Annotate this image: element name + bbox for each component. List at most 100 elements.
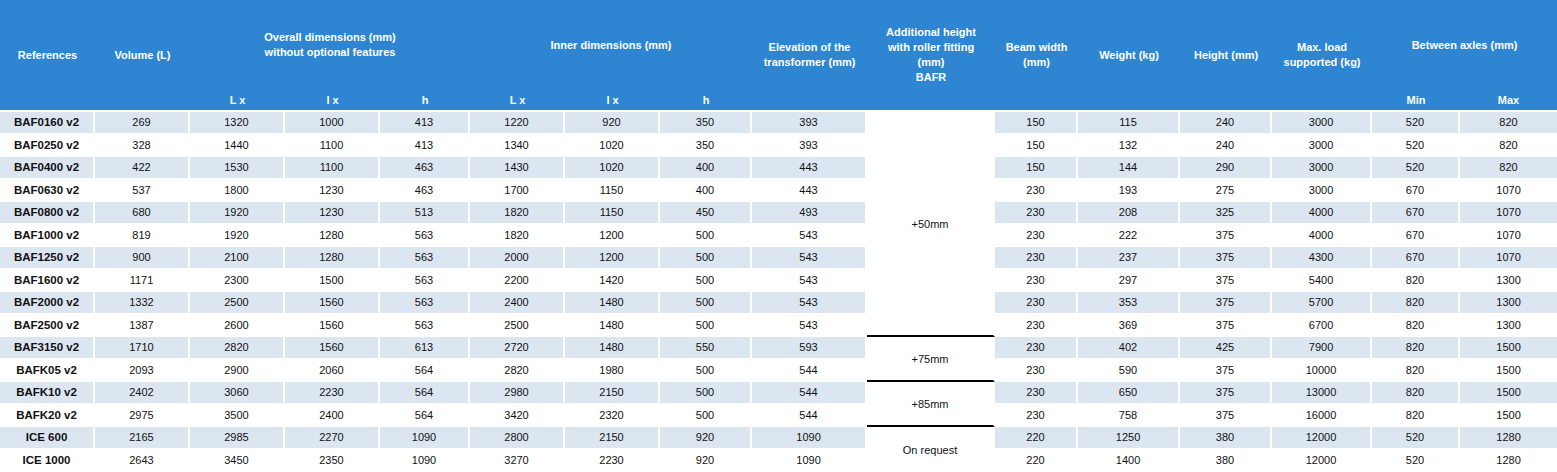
reference-cell: ICE 1000	[0, 450, 95, 472]
value-cell-beam-width: 230	[995, 360, 1078, 383]
value-cell-overall-l: 1500	[285, 270, 380, 293]
value-cell-inner-l: 2150	[565, 427, 660, 450]
value-cell-overall-L: 2500	[190, 292, 285, 315]
value-cell-overall-h: 563	[380, 247, 470, 270]
value-cell-inner-h: 500	[660, 270, 752, 293]
overall-dimensions-line2: without optional features	[192, 45, 468, 60]
value-cell-volume: 819	[95, 225, 190, 248]
value-cell-max-load: 16000	[1272, 405, 1372, 428]
value-cell-inner-L: 2800	[470, 427, 565, 450]
table-row: ICE 100026433450235010903270223092010902…	[0, 450, 1557, 472]
beam-width-line1: Beam width	[997, 40, 1076, 55]
value-cell-inner-h: 920	[660, 450, 752, 472]
sub-header-overall-l: l x	[285, 90, 380, 112]
value-cell-axle-min: 820	[1372, 315, 1460, 338]
value-cell-elevation: 543	[752, 315, 867, 338]
value-cell-inner-L: 3420	[470, 405, 565, 428]
value-cell-axle-min: 670	[1372, 202, 1460, 225]
value-cell-weight: 402	[1078, 337, 1180, 360]
value-cell-height: 290	[1180, 157, 1272, 180]
value-cell-max-load: 3000	[1272, 112, 1372, 135]
reference-cell: BAF0250 v2	[0, 135, 95, 158]
value-cell-elevation: 1090	[752, 427, 867, 450]
value-cell-weight: 758	[1078, 405, 1180, 428]
value-cell-beam-width: 230	[995, 382, 1078, 405]
value-cell-beam-width: 220	[995, 450, 1078, 472]
reference-cell: BAF1000 v2	[0, 225, 95, 248]
value-cell-volume: 2165	[95, 427, 190, 450]
value-cell-height: 375	[1180, 225, 1272, 248]
value-cell-inner-l: 2150	[565, 382, 660, 405]
reference-cell: BAF0630 v2	[0, 180, 95, 203]
value-cell-axle-max: 820	[1460, 157, 1557, 180]
value-cell-volume: 680	[95, 202, 190, 225]
value-cell-weight: 144	[1078, 157, 1180, 180]
value-cell-inner-l: 1150	[565, 202, 660, 225]
value-cell-axle-max: 1300	[1460, 315, 1557, 338]
value-cell-max-load: 4000	[1272, 202, 1372, 225]
value-cell-axle-max: 1070	[1460, 225, 1557, 248]
col-header-beam-width: Beam width (mm)	[995, 0, 1078, 112]
table-row: BAFK05 v22093290020605642820198050054423…	[0, 360, 1557, 383]
value-cell-axle-min: 520	[1372, 450, 1460, 472]
value-cell-inner-h: 920	[660, 427, 752, 450]
value-cell-inner-l: 920	[565, 112, 660, 135]
value-cell-overall-L: 1320	[190, 112, 285, 135]
table-row: BAF2000 v2133225001560563240014805005432…	[0, 292, 1557, 315]
value-cell-overall-l: 1560	[285, 315, 380, 338]
value-cell-beam-width: 230	[995, 225, 1078, 248]
value-cell-inner-l: 1980	[565, 360, 660, 383]
value-cell-height: 240	[1180, 135, 1272, 158]
value-cell-overall-L: 2600	[190, 315, 285, 338]
max-load-line1: Max. load	[1274, 40, 1370, 55]
col-header-elevation: Elevation of the transformer (mm)	[752, 0, 867, 112]
value-cell-max-load: 3000	[1272, 157, 1372, 180]
col-group-inner-dimensions: Inner dimensions (mm)	[470, 0, 752, 90]
value-cell-inner-L: 2200	[470, 270, 565, 293]
value-cell-axle-min: 820	[1372, 360, 1460, 383]
value-cell-max-load: 12000	[1272, 450, 1372, 472]
col-group-overall-dimensions: Overall dimensions (mm) without optional…	[190, 0, 470, 90]
table-row: BAF0160 v2269132010004131220920350393+50…	[0, 112, 1557, 135]
specifications-table: References Volume (L) Overall dimensions…	[0, 0, 1557, 472]
value-cell-elevation: 543	[752, 225, 867, 248]
value-cell-volume: 1332	[95, 292, 190, 315]
value-cell-elevation: 544	[752, 360, 867, 383]
value-cell-inner-L: 3270	[470, 450, 565, 472]
value-cell-overall-h: 513	[380, 202, 470, 225]
value-cell-elevation: 443	[752, 180, 867, 203]
value-cell-elevation: 544	[752, 382, 867, 405]
value-cell-elevation: 543	[752, 247, 867, 270]
value-cell-axle-min: 820	[1372, 337, 1460, 360]
value-cell-overall-h: 564	[380, 382, 470, 405]
value-cell-max-load: 3000	[1272, 180, 1372, 203]
sub-header-inner-h: h	[660, 90, 752, 112]
value-cell-beam-width: 230	[995, 292, 1078, 315]
table-header: References Volume (L) Overall dimensions…	[0, 0, 1557, 112]
roller-fitting-cell: +85mm	[867, 382, 995, 427]
value-cell-axle-min: 520	[1372, 135, 1460, 158]
col-header-additional-height: Additional height with roller fitting (m…	[867, 0, 995, 112]
value-cell-overall-l: 1230	[285, 202, 380, 225]
value-cell-overall-h: 1090	[380, 427, 470, 450]
value-cell-axle-max: 1300	[1460, 270, 1557, 293]
value-cell-max-load: 4300	[1272, 247, 1372, 270]
value-cell-weight: 353	[1078, 292, 1180, 315]
value-cell-inner-h: 500	[660, 247, 752, 270]
reference-cell: BAF0160 v2	[0, 112, 95, 135]
table-row: BAF3150 v217102820156061327201480550593+…	[0, 337, 1557, 360]
value-cell-volume: 328	[95, 135, 190, 158]
value-cell-max-load: 7900	[1272, 337, 1372, 360]
col-header-height: Height (mm)	[1180, 0, 1272, 112]
value-cell-inner-h: 550	[660, 337, 752, 360]
table-row: BAF0250 v2328144011004131340102035039315…	[0, 135, 1557, 158]
reference-cell: BAF0400 v2	[0, 157, 95, 180]
value-cell-overall-h: 613	[380, 337, 470, 360]
value-cell-overall-L: 2300	[190, 270, 285, 293]
table-row: ICE 6002165298522701090280021509201090On…	[0, 427, 1557, 450]
reference-cell: BAF0800 v2	[0, 202, 95, 225]
value-cell-inner-L: 2500	[470, 315, 565, 338]
value-cell-beam-width: 230	[995, 270, 1078, 293]
col-group-between-axles: Between axles (mm)	[1372, 0, 1557, 90]
value-cell-overall-h: 463	[380, 157, 470, 180]
